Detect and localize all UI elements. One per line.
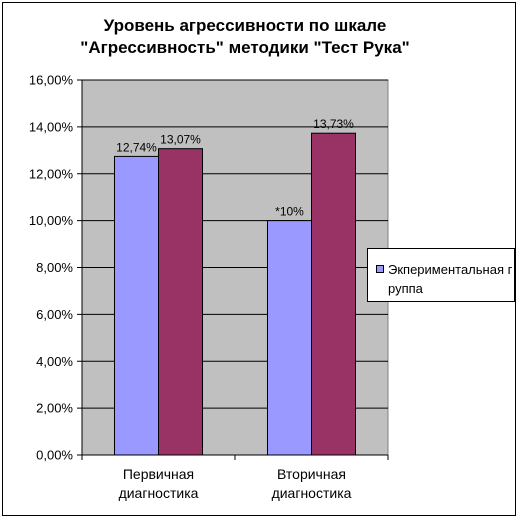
data-label: 13,73% (313, 117, 354, 131)
y-tick-label: 6,00% (36, 307, 73, 322)
data-label: 13,07% (160, 133, 201, 147)
y-tick-label: 4,00% (36, 354, 73, 369)
y-tick-label: 12,00% (29, 166, 74, 181)
data-label: 12,74% (116, 140, 157, 154)
x-tick-label: диагностика (272, 485, 352, 501)
y-tick-label: 14,00% (29, 119, 74, 134)
y-tick-label: 0,00% (36, 448, 73, 463)
y-tick-label: 10,00% (29, 213, 74, 228)
chart-title-line-1: Уровень агрессивности по шкале (103, 16, 387, 35)
bars (114, 132, 356, 456)
legend-swatch (376, 265, 384, 273)
legend-label: Экпериментальная группа (388, 262, 513, 296)
y-tick-label: 2,00% (36, 401, 73, 416)
x-tick-label: диагностика (119, 485, 199, 501)
y-tick-label: 16,00% (29, 73, 74, 88)
bar (267, 220, 312, 456)
y-tick-label: 8,00% (36, 260, 73, 275)
bar (311, 132, 356, 456)
chart-title: Уровень агрессивности по шкале "Агрессив… (60, 15, 430, 59)
bar (114, 155, 159, 456)
chart-title-line-2: "Агрессивность" методики "Тест Рука" (80, 38, 410, 57)
bar (158, 148, 203, 456)
axes: 0,00% 2,00% 4,00% 6,00% 8,00% 10,00% 12,00% 14,… (29, 73, 389, 501)
legend: Экпериментальная группа (367, 248, 515, 302)
data-labels: 12,74%13,07% *10% 13,73% (116, 117, 354, 218)
x-tick-label: Первичная (123, 466, 194, 482)
x-tick-label: Вторичная (277, 466, 346, 482)
data-label: *10% (275, 205, 304, 219)
